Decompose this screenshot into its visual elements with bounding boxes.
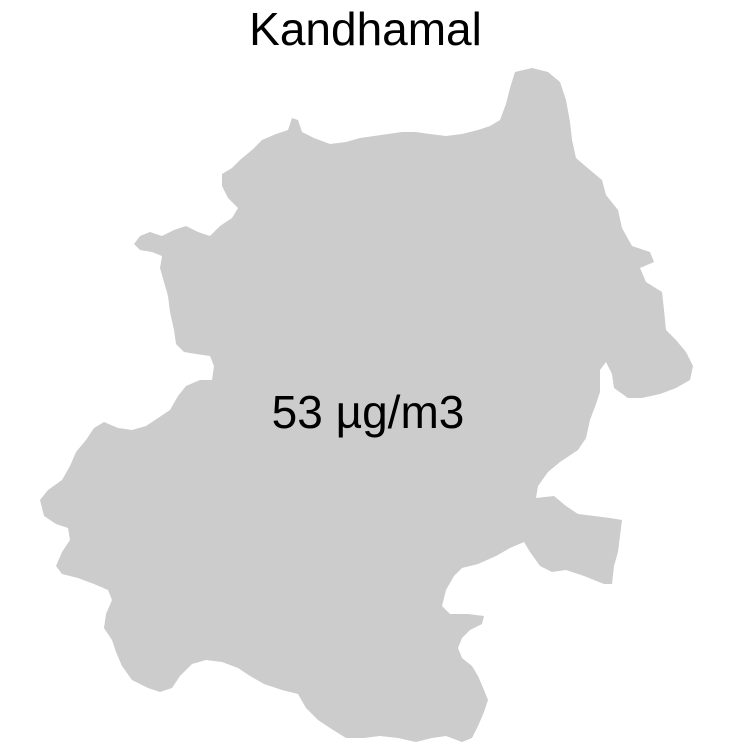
value-label: 53 µg/m3 [272,386,465,438]
map-title: Kandhamal [249,3,482,55]
district-shape-kandhamal [40,68,693,742]
